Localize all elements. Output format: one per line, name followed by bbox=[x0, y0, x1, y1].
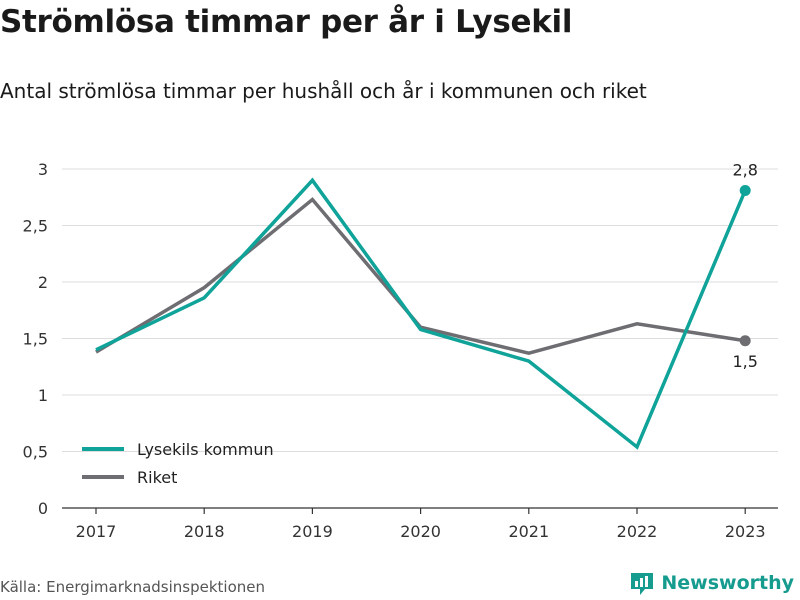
x-tick-label: 2019 bbox=[292, 522, 333, 541]
x-tick-label: 2021 bbox=[508, 522, 549, 541]
y-tick-label: 2,5 bbox=[23, 217, 48, 236]
x-tick-label: 2017 bbox=[76, 522, 117, 541]
series-end-point bbox=[739, 184, 751, 196]
series-line-lysekils-kommun bbox=[95, 177, 747, 450]
x-tick-label: 2018 bbox=[184, 522, 225, 541]
grid-layer bbox=[62, 168, 778, 452]
y-tick-label: 1 bbox=[38, 386, 48, 405]
source-note: Källa: Energimarknadsinspektionen bbox=[0, 578, 266, 596]
axis-layer: 0 0,5 1 1,5 2 2,5 3 2017 2018 2019 2020 2021 2022 202… bbox=[23, 160, 778, 541]
y-tick-label: 1,5 bbox=[23, 330, 48, 349]
x-tick-label: 2023 bbox=[725, 522, 766, 541]
y-tick-label: 2 bbox=[38, 273, 48, 292]
y-tick-label: 0 bbox=[38, 499, 48, 518]
legend-label: Riket bbox=[137, 468, 177, 487]
x-tick-label: 2020 bbox=[400, 522, 441, 541]
brand-logo[interactable]: Newsworthy bbox=[629, 570, 794, 596]
brand-name: Newsworthy bbox=[661, 572, 794, 594]
x-tick-label: 2022 bbox=[617, 522, 658, 541]
chart-title: Strömlösa timmar per år i Lysekil bbox=[0, 4, 573, 40]
y-tick-label: 0,5 bbox=[23, 443, 48, 462]
y-tick-label: 3 bbox=[38, 160, 48, 179]
legend-label: Lysekils kommun bbox=[137, 440, 274, 459]
series-end-label: 1,5 bbox=[732, 352, 757, 371]
chart-subtitle: Antal strömlösa timmar per hushåll och å… bbox=[0, 79, 647, 103]
legend: Lysekils kommun Riket bbox=[82, 440, 274, 487]
newsworthy-logo-icon bbox=[631, 573, 654, 595]
series-layer: 2,8 1,5 bbox=[95, 160, 758, 450]
series-end-point bbox=[739, 335, 751, 347]
series-end-label: 2,8 bbox=[732, 160, 757, 179]
